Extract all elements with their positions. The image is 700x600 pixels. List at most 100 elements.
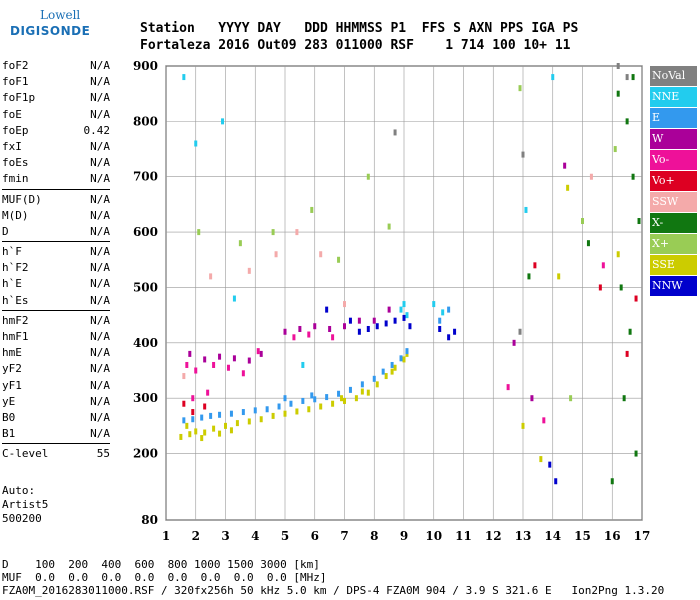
data-point (221, 118, 225, 125)
param-value: N/A (90, 192, 110, 206)
data-point (563, 162, 567, 169)
auto-version: 500200 (2, 512, 42, 525)
data-point (384, 373, 388, 380)
x-tick-label: 5 (281, 529, 289, 543)
data-point (313, 323, 317, 330)
param-name: yF1 (2, 378, 22, 392)
data-point (182, 74, 186, 81)
data-point (402, 314, 406, 321)
param-name: yE (2, 394, 16, 408)
y-tick-label: 700 (133, 170, 158, 184)
param-row: fxI N/A (2, 139, 110, 155)
data-point (292, 334, 296, 341)
data-point (518, 85, 522, 92)
x-tick-label: 8 (370, 529, 378, 543)
param-value: N/A (90, 394, 110, 408)
param-name: h`F2 (2, 261, 29, 275)
data-point (530, 395, 534, 402)
param-row: foF1 N/A (2, 74, 110, 90)
data-point (393, 129, 397, 136)
param-name: yF2 (2, 362, 22, 376)
data-point (381, 368, 385, 375)
data-point (616, 90, 620, 97)
data-point (298, 325, 302, 332)
legend-item: X+ (650, 234, 697, 255)
legend-item: SSW (650, 192, 697, 213)
data-point (357, 328, 361, 335)
param-row: foF1p N/A (2, 90, 110, 106)
param-value: N/A (90, 293, 110, 307)
footer-file-row: FZA0M_2016283011000.RSF / 320fx256h 50 k… (2, 584, 665, 597)
auto-label: Auto: (2, 484, 36, 497)
data-point (348, 317, 352, 324)
data-point (212, 425, 216, 432)
data-point (182, 400, 186, 407)
data-point (616, 251, 620, 258)
data-point (295, 229, 299, 236)
param-value: N/A (90, 91, 110, 105)
data-point (265, 406, 269, 413)
data-point (399, 306, 403, 313)
data-point (372, 375, 376, 382)
param-separator (2, 443, 110, 445)
data-point (387, 306, 391, 313)
y-tick-label: 800 (133, 114, 158, 128)
param-name: B1 (2, 427, 16, 441)
data-point (399, 355, 403, 362)
x-tick-label: 17 (634, 529, 651, 543)
x-tick-label: 10 (425, 529, 442, 543)
data-point (301, 397, 305, 404)
data-point (319, 251, 323, 258)
data-point (301, 361, 305, 368)
y-tick-label: 600 (133, 225, 158, 239)
header-values: Fortaleza 2016 Out09 283 011000 RSF 1 71… (140, 38, 571, 53)
data-point (319, 403, 323, 410)
data-point (229, 427, 233, 434)
data-point (247, 357, 251, 364)
data-point (232, 355, 236, 362)
x-tick-label: 4 (251, 529, 259, 543)
logo-line1: Lowell (40, 8, 81, 22)
data-point (366, 325, 370, 332)
data-point (524, 206, 528, 213)
data-point (539, 456, 543, 463)
param-row: D N/A (2, 224, 110, 240)
param-name: foF2 (2, 59, 29, 72)
station-header: Station YYYY DAY DDD HHMMSS P1 FFS S AXN… (140, 20, 578, 54)
x-tick-label: 2 (192, 529, 200, 543)
data-point (387, 223, 391, 230)
data-point (405, 312, 409, 319)
data-point (360, 381, 364, 388)
data-point (194, 367, 198, 374)
footer-distance-row: D 100 200 400 600 800 1000 1500 3000 [km… (2, 558, 320, 571)
data-point (589, 173, 593, 180)
param-row: M(D) N/A (2, 208, 110, 224)
param-name: fxI (2, 139, 22, 153)
x-tick-label: 1 (162, 529, 170, 543)
x-tick-label: 13 (515, 529, 532, 543)
param-name: foF1p (2, 91, 36, 105)
param-row: foEp 0.42 (2, 123, 110, 139)
autoscaling-info: Auto: Artist5 500200 (2, 484, 48, 526)
param-name: hmF2 (2, 313, 29, 327)
data-point (343, 301, 346, 308)
data-point (328, 325, 332, 332)
data-point (188, 350, 192, 357)
param-name: foEp (2, 123, 29, 137)
data-point (631, 74, 635, 81)
data-point (331, 400, 335, 407)
data-point (179, 433, 183, 440)
param-name: hmE (2, 346, 22, 360)
param-value: N/A (90, 410, 110, 424)
data-point (343, 323, 346, 330)
data-point (390, 361, 394, 368)
param-separator (2, 188, 110, 190)
data-point (203, 356, 207, 363)
data-point (527, 273, 531, 280)
data-point (188, 431, 192, 438)
legend-item: Vo- (650, 150, 697, 171)
y-tick-label: 400 (133, 336, 158, 350)
legend-item: NNW (650, 276, 697, 297)
param-value: N/A (90, 224, 110, 238)
data-point (393, 364, 397, 371)
